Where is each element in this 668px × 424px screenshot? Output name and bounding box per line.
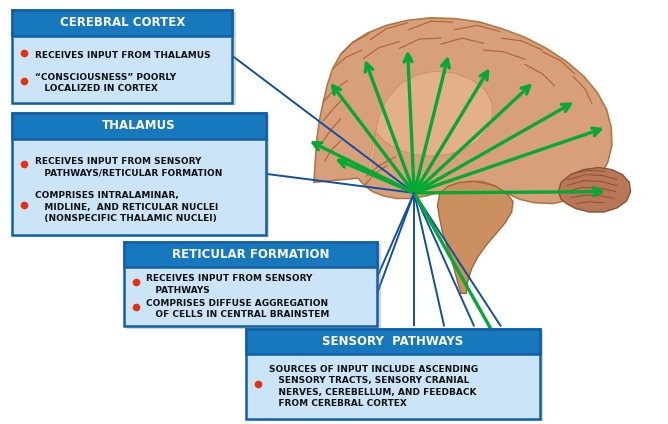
Text: RETICULAR FORMATION: RETICULAR FORMATION (172, 248, 329, 261)
FancyBboxPatch shape (124, 242, 377, 326)
Text: CEREBRAL CORTEX: CEREBRAL CORTEX (59, 17, 185, 29)
FancyBboxPatch shape (12, 113, 266, 235)
Text: RECEIVES INPUT FROM SENSORY
   PATHWAYS: RECEIVES INPUT FROM SENSORY PATHWAYS (146, 274, 313, 295)
Text: SENSORY  PATHWAYS: SENSORY PATHWAYS (322, 335, 464, 348)
Polygon shape (438, 181, 513, 293)
Polygon shape (558, 167, 631, 212)
Text: COMPRISES INTRALAMINAR,
   MIDLINE,  AND RETICULAR NUCLEI
   (NONSPECIFIC THALAM: COMPRISES INTRALAMINAR, MIDLINE, AND RET… (35, 191, 218, 223)
Text: RECEIVES INPUT FROM SENSORY
   PATHWAYS/RETICULAR FORMATION: RECEIVES INPUT FROM SENSORY PATHWAYS/RET… (35, 156, 222, 177)
Text: COMPRISES DIFFUSE AGGREGATION
   OF CELLS IN CENTRAL BRAINSTEM: COMPRISES DIFFUSE AGGREGATION OF CELLS I… (146, 299, 330, 319)
Text: “CONSCIOUSNESS” POORLY
   LOCALIZED IN CORTEX: “CONSCIOUSNESS” POORLY LOCALIZED IN CORT… (35, 73, 176, 93)
FancyBboxPatch shape (12, 10, 232, 103)
Text: RECEIVES INPUT FROM THALAMUS: RECEIVES INPUT FROM THALAMUS (35, 50, 210, 60)
FancyBboxPatch shape (127, 244, 381, 329)
FancyBboxPatch shape (12, 113, 266, 139)
Text: THALAMUS: THALAMUS (102, 120, 176, 132)
FancyBboxPatch shape (246, 329, 540, 354)
Polygon shape (314, 18, 612, 204)
FancyBboxPatch shape (15, 12, 236, 105)
FancyBboxPatch shape (124, 242, 377, 267)
FancyBboxPatch shape (15, 115, 269, 237)
FancyBboxPatch shape (12, 10, 232, 36)
FancyBboxPatch shape (249, 331, 543, 421)
Text: SOURCES OF INPUT INCLUDE ASCENDING
   SENSORY TRACTS, SENSORY CRANIAL
   NERVES,: SOURCES OF INPUT INCLUDE ASCENDING SENSO… (269, 365, 478, 408)
FancyBboxPatch shape (246, 329, 540, 419)
Polygon shape (365, 71, 493, 186)
